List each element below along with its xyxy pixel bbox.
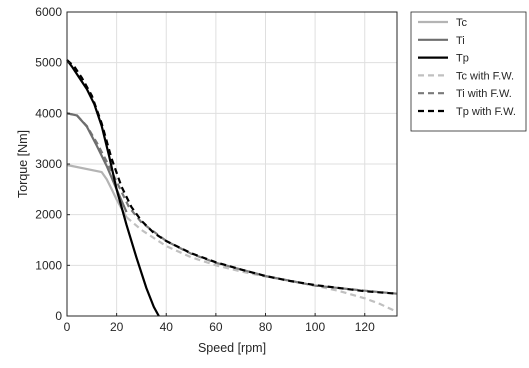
y-tick-label: 0 [55,309,62,323]
legend-label: Tp with F.W. [456,106,516,118]
y-axis-label: Torque [Nm] [16,130,30,198]
tick-layer: 0 20 40 60 80 100 120 0 1000 2000 3000 4000 5000 6000 [35,5,375,334]
x-tick-label: 0 [64,320,71,334]
legend-label: Tc [456,17,468,29]
legend-label: Ti with F.W. [456,88,512,100]
y-tick-label: 5000 [35,56,62,70]
series-layer [66,59,398,317]
x-tick-label: 20 [110,320,124,334]
series-line-tp-with-f-w [66,59,398,295]
series-line-tp [66,59,160,317]
x-tick-label: 80 [259,320,273,334]
x-tick-label: 40 [160,320,174,334]
legend: Tc Ti Tp Tc with F.W. Ti with F.W. Tp with F.… [410,11,527,132]
y-tick-label: 2000 [35,208,62,222]
y-tick-label: 3000 [35,157,62,171]
y-tick-label: 1000 [35,258,62,272]
x-tick-label: 60 [209,320,223,334]
legend-label: Tp [456,53,469,65]
y-tick-label: 6000 [35,5,62,19]
x-tick-label: 120 [355,320,375,334]
legend-label: Tc with F.W. [456,70,514,82]
x-tick-label: 100 [305,320,325,334]
y-tick-label: 4000 [35,106,62,120]
x-axis-label: Speed [rpm] [198,341,266,355]
legend-label: Ti [456,35,465,47]
